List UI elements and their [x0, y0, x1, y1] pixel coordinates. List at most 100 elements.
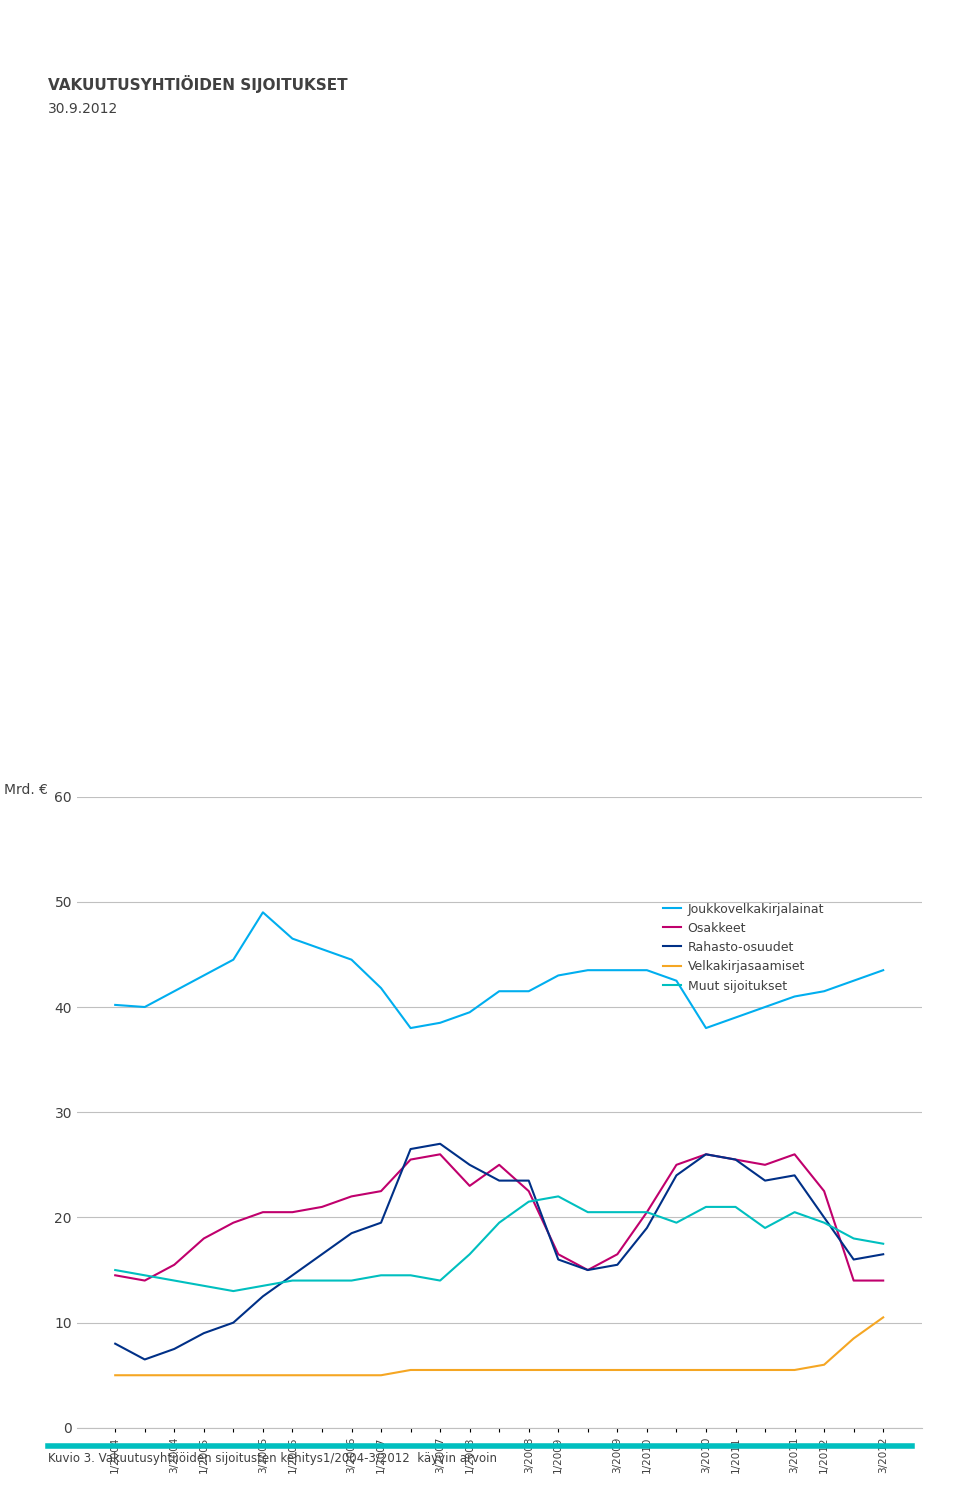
Muut sijoitukset — [287, 1272, 299, 1290]
Muut sijoitukset — [553, 1187, 564, 1205]
Muut sijoitukset — [641, 1202, 653, 1220]
Velkakirjasaamiset — [109, 1366, 121, 1384]
Muut sijoitukset — [257, 1278, 269, 1296]
Osakkeet — [169, 1257, 180, 1275]
Osakkeet — [257, 1202, 269, 1220]
Muut sijoitukset — [671, 1214, 683, 1232]
Line: Muut sijoitukset: Muut sijoitukset — [115, 1196, 883, 1291]
Osakkeet — [641, 1202, 653, 1220]
Joukkovelkakirjalainat — [789, 987, 801, 1006]
Rahasto-osuudet — [523, 1172, 535, 1190]
Joukkovelkakirjalainat — [671, 971, 683, 989]
Muut sijoitukset — [789, 1202, 801, 1220]
Velkakirjasaamiset — [759, 1362, 771, 1380]
Rahasto-osuudet — [493, 1172, 505, 1190]
Rahasto-osuudet — [139, 1350, 151, 1368]
Muut sijoitukset — [346, 1272, 357, 1290]
Muut sijoitukset — [405, 1266, 417, 1284]
Osakkeet — [493, 1156, 505, 1174]
Velkakirjasaamiset — [818, 1356, 829, 1374]
Rahasto-osuudet — [612, 1257, 623, 1275]
Rahasto-osuudet — [434, 1135, 445, 1153]
Osakkeet — [287, 1202, 299, 1220]
Rahasto-osuudet — [316, 1244, 327, 1263]
Rahasto-osuudet — [228, 1314, 239, 1332]
Muut sijoitukset — [228, 1282, 239, 1300]
Muut sijoitukset — [582, 1202, 593, 1220]
Velkakirjasaamiset — [198, 1366, 209, 1384]
Line: Joukkovelkakirjalainat: Joukkovelkakirjalainat — [115, 912, 883, 1028]
Muut sijoitukset — [109, 1261, 121, 1279]
Osakkeet — [700, 1145, 711, 1163]
Velkakirjasaamiset — [464, 1362, 475, 1380]
Joukkovelkakirjalainat — [375, 978, 387, 996]
Osakkeet — [198, 1229, 209, 1247]
Rahasto-osuudet — [169, 1341, 180, 1359]
Velkakirjasaamiset — [582, 1362, 593, 1380]
Joukkovelkakirjalainat — [316, 941, 327, 959]
Rahasto-osuudet — [848, 1250, 859, 1269]
Text: 30.9.2012: 30.9.2012 — [48, 102, 118, 116]
Muut sijoitukset — [169, 1272, 180, 1290]
Joukkovelkakirjalainat — [346, 951, 357, 969]
Velkakirjasaamiset — [700, 1362, 711, 1380]
Joukkovelkakirjalainat — [759, 998, 771, 1016]
Rahasto-osuudet — [671, 1166, 683, 1184]
Line: Rahasto-osuudet: Rahasto-osuudet — [115, 1144, 883, 1359]
Velkakirjasaamiset — [316, 1366, 327, 1384]
Osakkeet — [612, 1244, 623, 1263]
Osakkeet — [375, 1181, 387, 1199]
Joukkovelkakirjalainat — [405, 1019, 417, 1037]
Joukkovelkakirjalainat — [848, 971, 859, 989]
Osakkeet — [848, 1272, 859, 1290]
Osakkeet — [730, 1151, 741, 1169]
Velkakirjasaamiset — [405, 1362, 417, 1380]
Osakkeet — [877, 1272, 889, 1290]
Osakkeet — [553, 1244, 564, 1263]
Rahasto-osuudet — [405, 1139, 417, 1157]
Velkakirjasaamiset — [139, 1366, 151, 1384]
Muut sijoitukset — [493, 1214, 505, 1232]
Muut sijoitukset — [877, 1235, 889, 1254]
Muut sijoitukset — [759, 1219, 771, 1237]
Muut sijoitukset — [523, 1193, 535, 1211]
Muut sijoitukset — [848, 1229, 859, 1247]
Velkakirjasaamiset — [493, 1362, 505, 1380]
Rahasto-osuudet — [346, 1223, 357, 1241]
Joukkovelkakirjalainat — [818, 983, 829, 1001]
Joukkovelkakirjalainat — [464, 1004, 475, 1022]
Joukkovelkakirjalainat — [612, 962, 623, 980]
Muut sijoitukset — [434, 1272, 445, 1290]
Rahasto-osuudet — [198, 1324, 209, 1342]
Rahasto-osuudet — [464, 1156, 475, 1174]
Velkakirjasaamiset — [877, 1308, 889, 1327]
Velkakirjasaamiset — [375, 1366, 387, 1384]
Joukkovelkakirjalainat — [257, 903, 269, 921]
Velkakirjasaamiset — [553, 1362, 564, 1380]
Muut sijoitukset — [818, 1214, 829, 1232]
Velkakirjasaamiset — [287, 1366, 299, 1384]
Rahasto-osuudet — [257, 1287, 269, 1305]
Osakkeet — [346, 1187, 357, 1205]
Osakkeet — [759, 1156, 771, 1174]
Muut sijoitukset — [612, 1202, 623, 1220]
Muut sijoitukset — [139, 1266, 151, 1284]
Osakkeet — [109, 1266, 121, 1284]
Joukkovelkakirjalainat — [730, 1009, 741, 1027]
Velkakirjasaamiset — [228, 1366, 239, 1384]
Rahasto-osuudet — [641, 1219, 653, 1237]
Muut sijoitukset — [700, 1198, 711, 1216]
Velkakirjasaamiset — [848, 1329, 859, 1347]
Joukkovelkakirjalainat — [139, 998, 151, 1016]
Muut sijoitukset — [375, 1266, 387, 1284]
Text: Kuvio 3. Vakuutusyhtiiöiden sijoitusten kehitys1/2004-3/2012  käyvin arvoin: Kuvio 3. Vakuutusyhtiiöiden sijoitusten … — [48, 1452, 497, 1465]
Text: VAKUUTUSYHTIÖIDEN SIJOITUKSET: VAKUUTUSYHTIÖIDEN SIJOITUKSET — [48, 75, 348, 93]
Joukkovelkakirjalainat — [287, 929, 299, 948]
Osakkeet — [139, 1272, 151, 1290]
Rahasto-osuudet — [109, 1335, 121, 1353]
Velkakirjasaamiset — [730, 1362, 741, 1380]
Osakkeet — [434, 1145, 445, 1163]
Joukkovelkakirjalainat — [641, 962, 653, 980]
Legend: Joukkovelkakirjalainat, Osakkeet, Rahasto-osuudet, Velkakirjasaamiset, Muut sijo: Joukkovelkakirjalainat, Osakkeet, Rahast… — [658, 897, 829, 998]
Velkakirjasaamiset — [434, 1362, 445, 1380]
